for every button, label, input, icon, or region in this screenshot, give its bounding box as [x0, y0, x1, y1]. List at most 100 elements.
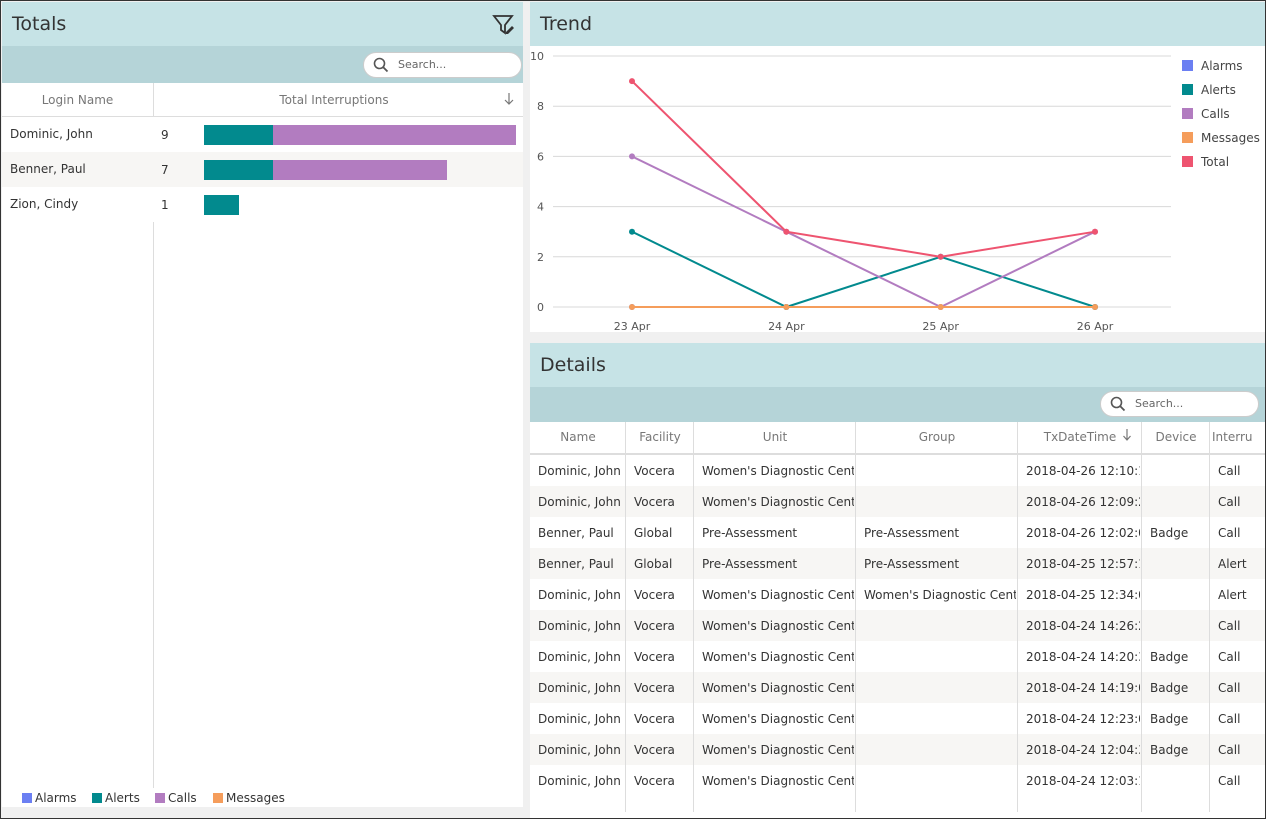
table-cell: Alert [1218, 557, 1247, 571]
table-row: Benner, Paul Global Pre-Assessment Pre-Asse… [530, 517, 1265, 548]
table-cell: Call [1218, 619, 1241, 633]
column-header[interactable]: Device [1155, 430, 1197, 444]
table-cell: Badge [1150, 650, 1189, 664]
details-panel: Details Search... Name Facility Unit Group T… [530, 343, 1265, 818]
y-tick-label: 6 [537, 150, 544, 163]
table-cell: 2018-04-24 12:03:17 [1026, 774, 1140, 788]
bar-segment [273, 160, 447, 180]
bar-segment [273, 125, 516, 145]
table-cell: 2018-04-24 14:19:01 [1026, 681, 1140, 695]
table-cell: 2018-04-25 12:57:19 [1026, 557, 1140, 571]
legend-label: Alarms [1201, 59, 1243, 73]
sort-icon[interactable] [503, 92, 515, 106]
table-cell: Pre-Assessment [864, 557, 960, 571]
table-cell: 2018-04-26 12:10:18 [1026, 464, 1140, 478]
column-divider [1141, 422, 1142, 812]
table-cell: Women's Diagnostic Center [702, 712, 854, 726]
data-point [783, 304, 790, 310]
column-header[interactable]: Name [560, 430, 596, 444]
table-cell: Women's Diagnostic Center [702, 464, 854, 478]
legend-swatch [1182, 60, 1193, 71]
table-row: Dominic, John Vocera Women's Diagnostic Ce… [530, 672, 1265, 703]
series-line [631, 155, 1096, 309]
table-cell: Pre-Assessment [864, 526, 960, 540]
legend-swatch [1182, 156, 1193, 167]
table-cell: Call [1218, 774, 1241, 788]
column-header[interactable]: Interru [1212, 430, 1253, 444]
table-row: Dominic, John Vocera Women's Diagnostic Ce… [530, 486, 1265, 517]
table-cell: Women's Diagnostic Center [702, 743, 854, 757]
column-divider [855, 422, 856, 812]
table-cell: Dominic, John [538, 712, 621, 726]
table-cell: Vocera [634, 495, 675, 509]
search-box[interactable]: Search... [1100, 391, 1259, 417]
table-row: Benner, Paul 7 [2, 152, 523, 187]
legend-label: Alerts [105, 791, 140, 805]
bar-segment [204, 160, 274, 180]
legend-swatch [22, 793, 32, 803]
table-cell: Call [1218, 681, 1241, 695]
table-cell: Badge [1150, 526, 1189, 540]
table-cell: Global [634, 557, 673, 571]
trend-panel: Trend 0 2 4 6 8 10 23 Apr 24 Apr 25 Apr 26 Apr Ala… [530, 2, 1265, 332]
legend-swatch [92, 793, 102, 803]
data-point [629, 304, 635, 310]
search-box[interactable]: Search... [363, 52, 522, 78]
panel-header: Totals [2, 2, 523, 46]
legend-label: Messages [1201, 131, 1260, 145]
table-cell: Dominic, John [538, 774, 621, 788]
table-cell: Women's Diagnostic Center [702, 495, 854, 509]
table-cell: Call [1218, 712, 1241, 726]
table-header: Login Name Total Interruptions [2, 83, 523, 117]
legend: Alarms Alerts Calls Messages [2, 790, 523, 807]
table-cell: Global [634, 526, 673, 540]
sort-icon [1122, 428, 1132, 444]
table-cell: Call [1218, 743, 1241, 757]
bar-segment [204, 195, 239, 215]
table-cell: Call [1218, 526, 1241, 540]
filter-icon[interactable] [492, 14, 516, 38]
data-point [1092, 304, 1098, 310]
table-cell: Badge [1150, 743, 1189, 757]
table-cell: 2018-04-26 12:02:09 [1026, 526, 1140, 540]
trend-chart: 0 2 4 6 8 10 23 Apr 24 Apr 25 Apr 26 Apr Alarms Ale… [530, 50, 1260, 332]
column-header[interactable]: Login Name [41, 93, 114, 107]
table-cell: 2018-04-26 12:09:20 [1026, 495, 1140, 509]
x-tick-label: 24 Apr [768, 320, 805, 332]
table-row: Dominic, John 9 [2, 117, 523, 152]
table-cell: Pre-Assessment [702, 526, 798, 540]
data-point [937, 304, 944, 310]
column-header[interactable]: Group [918, 430, 956, 444]
legend-label: Calls [168, 791, 197, 805]
column-header[interactable]: TxDateTime [1043, 430, 1117, 444]
total-count: 1 [161, 198, 169, 212]
column-divider [693, 422, 694, 812]
legend-label: Total [1200, 155, 1229, 169]
table-cell: Vocera [634, 774, 675, 788]
series-line [631, 230, 1096, 309]
data-point [629, 153, 635, 160]
column-divider [1017, 422, 1018, 812]
table-row: Dominic, John Vocera Women's Diagnostic Ce… [530, 641, 1265, 672]
y-tick-label: 2 [537, 251, 544, 264]
table-cell: Pre-Assessment [702, 557, 798, 571]
table-row: Dominic, John Vocera Women's Diagnostic Ce… [530, 610, 1265, 641]
column-header[interactable]: Total Interruptions [279, 93, 389, 107]
panel-header: Details [530, 343, 1265, 387]
table-cell: Women's Diagnostic Center [864, 588, 1016, 602]
totals-panel: Totals Search... Login Name Total Interr… [2, 2, 523, 807]
series-line [631, 80, 1096, 258]
column-divider [1209, 422, 1210, 812]
column-header[interactable]: Facility [639, 430, 681, 444]
column-header[interactable]: Unit [762, 430, 788, 444]
data-point [629, 228, 635, 235]
search-placeholder: Search... [398, 58, 447, 71]
table-row: Dominic, John Vocera Women's Diagnostic Ce… [530, 734, 1265, 765]
y-tick-label: 10 [530, 50, 544, 63]
table-cell: Benner, Paul [538, 557, 614, 571]
column-divider [625, 422, 626, 812]
panel-title: Trend [540, 13, 592, 35]
table-cell: Dominic, John [538, 743, 621, 757]
total-count: 9 [161, 128, 169, 142]
